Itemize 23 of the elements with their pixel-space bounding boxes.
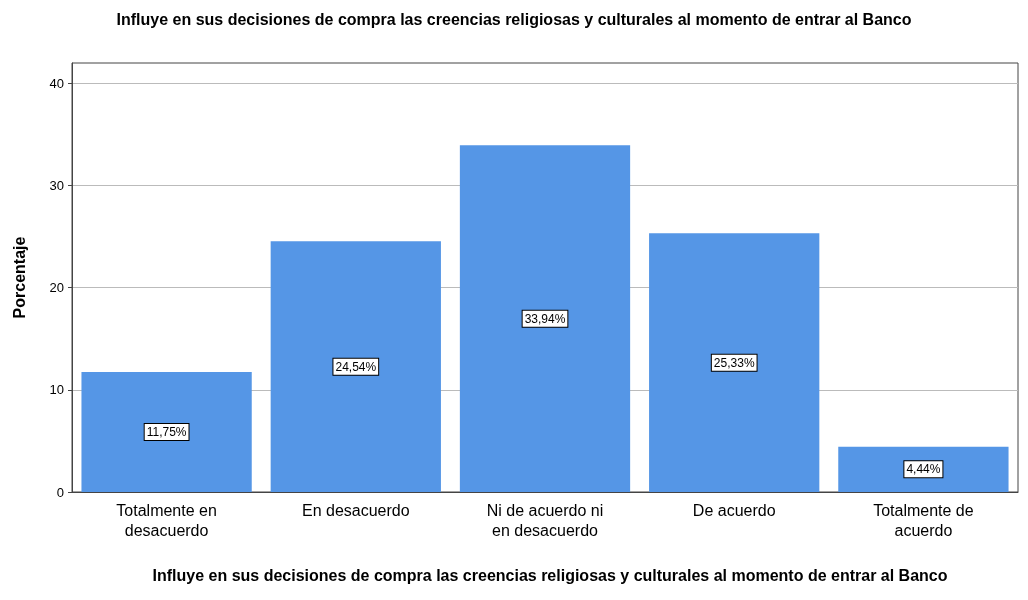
x-tick-label: En desacuerdo [301, 501, 410, 519]
bar [649, 233, 820, 492]
y-tick-label: 40 [49, 75, 64, 91]
y-axis-title: Porcentaje [10, 236, 28, 319]
data-label: 24,54% [335, 359, 377, 374]
x-tick-label: Totalmente de acuerdo [873, 501, 974, 539]
x-tick-label: Ni de acuerdo ni en desacuerdo [486, 501, 604, 539]
y-tick-label: 20 [49, 280, 64, 296]
bar [81, 371, 252, 492]
x-tick-label: De acuerdo [692, 501, 776, 519]
x-axis-title: Influye en sus decisiones de compra las creencias religiosas y culturales al momento de entrar al Banco [152, 566, 948, 584]
bar [270, 241, 441, 492]
data-label: 33,94% [524, 311, 566, 326]
y-tick-label: 10 [49, 382, 64, 398]
data-label: 4,44% [906, 462, 941, 477]
x-tick-label: Totalmente en desacuerdo [116, 501, 217, 539]
bar [838, 446, 1009, 492]
data-label: 25,33% [713, 355, 755, 370]
data-label: 11,75% [146, 424, 187, 439]
chart-title: Influye en sus decisiones de compra las creencias religiosas y culturales al momento de entrar al Banco [116, 10, 912, 28]
y-tick-label: 30 [49, 178, 64, 194]
bar [459, 145, 631, 492]
y-tick-label: 0 [56, 484, 64, 500]
